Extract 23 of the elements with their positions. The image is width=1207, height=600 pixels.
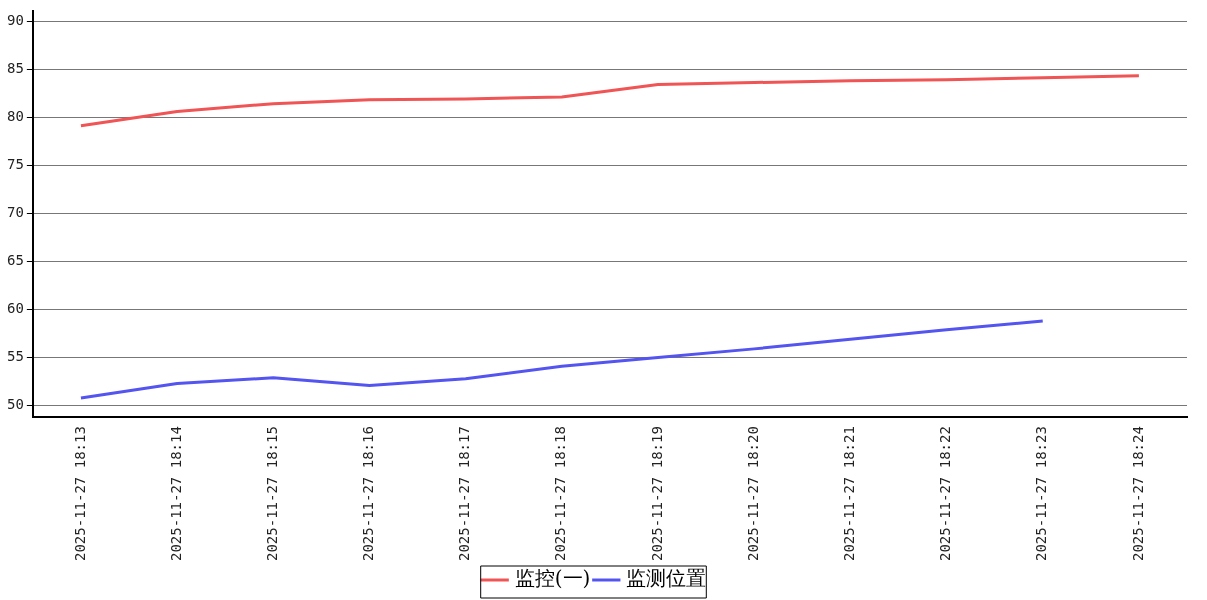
y-tick-label: 90 (7, 11, 24, 28)
x-tick-label: 2025-11-27 18:17 (456, 426, 473, 561)
y-tick-label: 65 (7, 252, 24, 269)
y-tick-label: 85 (7, 59, 24, 76)
x-tick-label: 2025-11-27 18:14 (167, 426, 184, 561)
y-tick-label: 80 (7, 107, 24, 124)
y-tick-label: 70 (7, 203, 24, 220)
y-tick-label: 60 (7, 300, 24, 317)
legend-label: 监控(一) (514, 566, 591, 591)
x-tick-label: 2025-11-27 18:15 (263, 426, 280, 561)
x-tick-label: 2025-11-27 18:22 (937, 426, 954, 561)
x-tick-label: 2025-11-27 18:20 (744, 426, 761, 561)
x-tick-label: 2025-11-27 18:18 (552, 426, 569, 561)
legend-label: 监测位置 (626, 566, 707, 591)
x-tick-label: 2025-11-27 18:16 (360, 426, 377, 561)
x-tick-label: 2025-11-27 18:23 (1033, 426, 1050, 561)
x-tick-label: 2025-11-27 18:21 (841, 426, 858, 561)
y-tick-label: 55 (7, 348, 24, 365)
x-tick-label: 2025-11-27 18:13 (71, 426, 88, 561)
y-tick-label: 50 (7, 396, 24, 413)
x-tick-label: 2025-11-27 18:19 (648, 426, 665, 561)
x-tick-label: 2025-11-27 18:24 (1129, 426, 1146, 561)
y-tick-label: 75 (7, 155, 24, 172)
